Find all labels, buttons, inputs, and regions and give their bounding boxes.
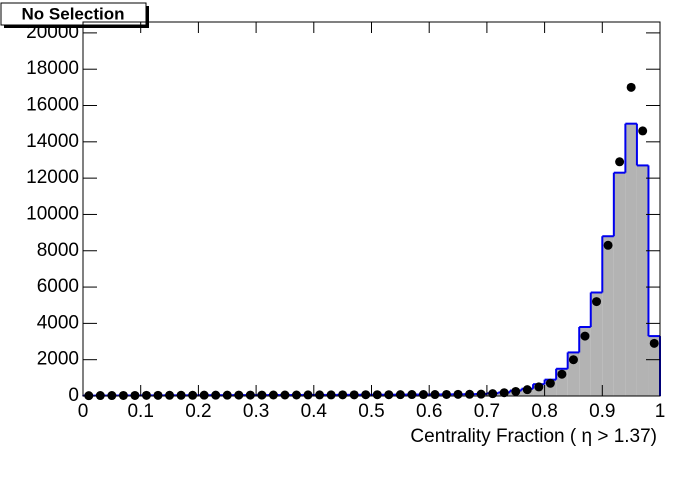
x-tick-label: 0.7: [474, 401, 500, 422]
histogram-bar: [625, 124, 637, 396]
data-point: [465, 390, 474, 399]
data-point: [604, 241, 613, 250]
y-tick-label: 16000: [26, 95, 79, 116]
data-point: [523, 385, 532, 394]
data-point: [304, 390, 313, 399]
x-tick-label: 0: [78, 401, 89, 422]
data-point: [488, 389, 497, 398]
data-point: [557, 370, 566, 379]
data-point: [257, 391, 266, 400]
data-point: [338, 390, 347, 399]
data-point: [650, 339, 659, 348]
data-point: [384, 390, 393, 399]
data-point: [569, 355, 578, 364]
x-tick-label: 0.6: [416, 401, 442, 422]
x-tick-label: 0.9: [589, 401, 615, 422]
data-point: [615, 157, 624, 166]
data-point: [142, 391, 151, 400]
data-point: [407, 390, 416, 399]
y-tick-label: 4000: [37, 312, 79, 333]
data-point: [130, 391, 139, 400]
y-tick-label: 18000: [26, 58, 79, 79]
data-point: [246, 391, 255, 400]
x-tick-label: 0.1: [127, 401, 153, 422]
data-point: [234, 391, 243, 400]
y-tick-label: 14000: [26, 131, 79, 152]
x-axis-title: Centrality Fraction ( η > 1.37): [410, 426, 657, 447]
histogram-bar: [614, 173, 626, 396]
data-point: [477, 390, 486, 399]
x-tick-label: 0.8: [531, 401, 557, 422]
data-point: [177, 391, 186, 400]
data-point: [361, 390, 370, 399]
data-point: [200, 391, 209, 400]
data-point: [396, 390, 405, 399]
data-point: [350, 390, 359, 399]
histogram-bar: [602, 236, 614, 396]
data-point: [315, 390, 324, 399]
data-point: [292, 391, 301, 400]
data-point: [638, 126, 647, 135]
y-tick-label: 6000: [37, 276, 79, 297]
data-point: [119, 391, 128, 400]
data-point: [223, 391, 232, 400]
y-tick-label: 10000: [26, 203, 79, 224]
x-tick-label: 0.4: [301, 401, 328, 422]
data-point: [546, 379, 555, 388]
y-tick-label: 2000: [37, 349, 79, 370]
y-tick-label: 8000: [37, 240, 79, 261]
histogram-bar: [591, 293, 603, 396]
data-point: [211, 391, 220, 400]
data-point: [534, 382, 543, 391]
chart-title: No Selection: [22, 4, 125, 23]
data-point: [269, 391, 278, 400]
data-point: [327, 390, 336, 399]
x-tick-label: 0.3: [243, 401, 269, 422]
data-point: [154, 391, 163, 400]
x-tick-label: 0.5: [358, 401, 384, 422]
data-point: [280, 391, 289, 400]
x-tick-label: 0.2: [185, 401, 211, 422]
data-point: [454, 390, 463, 399]
histogram-bar: [637, 165, 649, 396]
data-point: [373, 390, 382, 399]
data-point: [627, 83, 636, 92]
data-point: [188, 391, 197, 400]
y-tick-label: 12000: [26, 167, 79, 188]
data-point: [419, 390, 428, 399]
data-point: [442, 390, 451, 399]
data-point: [430, 390, 439, 399]
y-tick-label: 20000: [26, 22, 79, 43]
data-point: [511, 387, 520, 396]
x-tick-label: 1: [655, 401, 666, 422]
data-point: [592, 297, 601, 306]
data-point: [580, 332, 589, 341]
data-point: [165, 391, 174, 400]
